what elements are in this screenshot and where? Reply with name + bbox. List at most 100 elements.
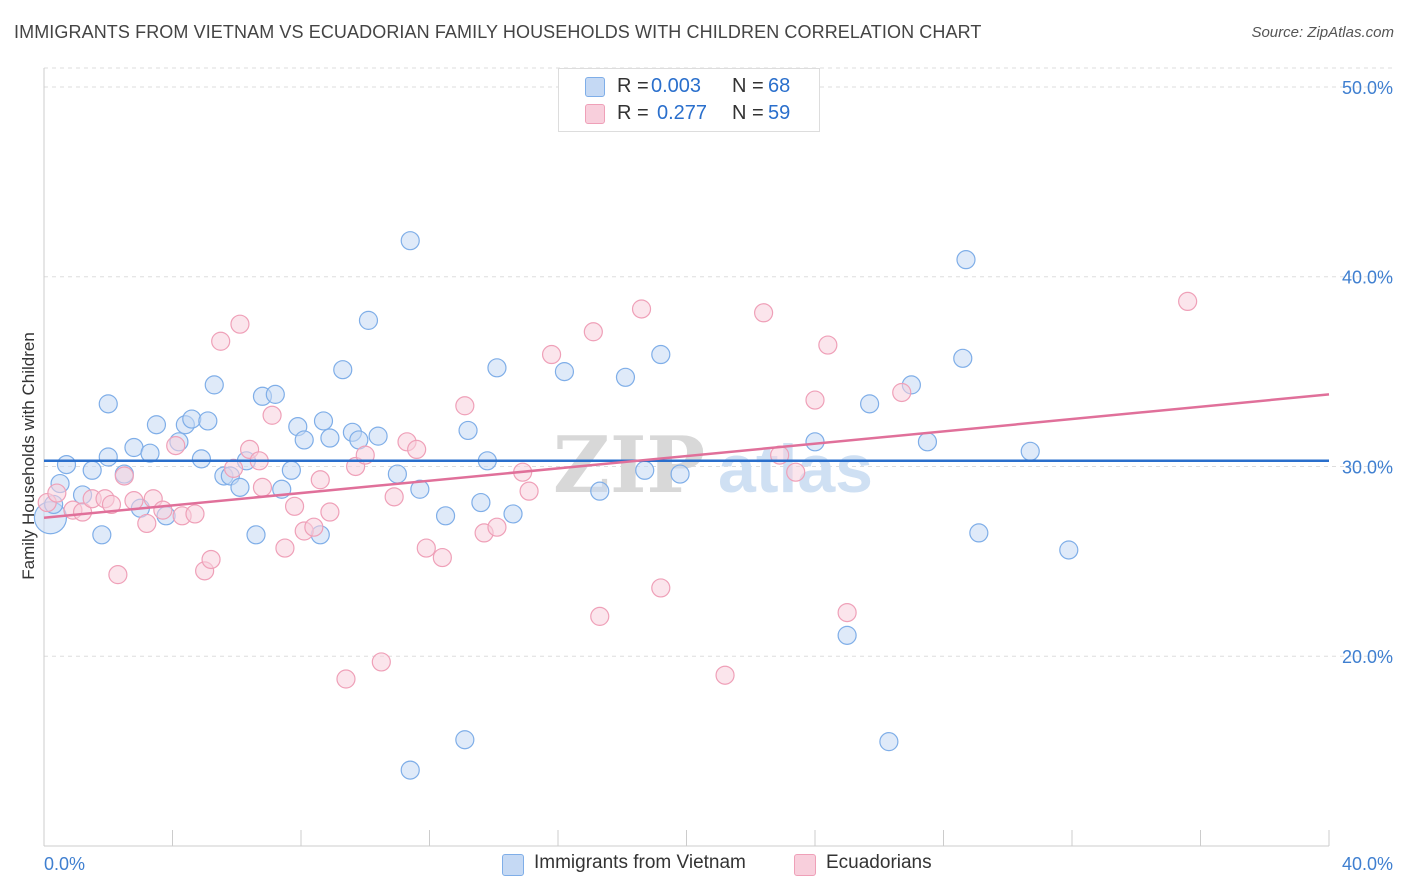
legend-n-label: N = (732, 102, 764, 124)
vietnam-point (387, 464, 407, 484)
trendline-ecuadorians (43, 393, 1330, 519)
vietnam-point (82, 460, 102, 480)
x-tick-label: 40.0% (1342, 854, 1393, 874)
vietnam-point (435, 506, 456, 526)
source-credit: Source: ZipAtlas.com (1251, 24, 1394, 41)
vietnam-point (98, 447, 118, 467)
ecuadorian-point (753, 303, 774, 323)
ecuadorian-point (651, 578, 671, 598)
ecuadorian-point (336, 669, 356, 689)
vietnam-point (953, 348, 973, 368)
y-tick-labels: 20.0% 30.0% 40.0% 50.0% (1342, 78, 1393, 667)
ecuadorian-point (101, 494, 122, 515)
series-vietnam (33, 231, 1079, 780)
vietnam-point (956, 250, 976, 270)
vietnam-point (182, 409, 202, 429)
ecuadorian-point (185, 504, 205, 524)
ecuadorian-point (371, 652, 391, 672)
vietnam-point (198, 411, 218, 431)
ecuadorian-point (892, 382, 912, 403)
bottom-legend-swatch-ecuadorians (794, 854, 816, 876)
ecuadorian-point (837, 602, 857, 623)
ecuadorian-point (275, 538, 295, 558)
vietnam-point (1020, 441, 1040, 461)
vietnam-point (400, 760, 420, 780)
ecuadorian-point (805, 390, 825, 410)
bottom-legend-label-vietnam: Immigrants from Vietnam (534, 852, 746, 873)
vietnam-point (670, 464, 690, 484)
vietnam-point (320, 428, 340, 448)
ecuadorian-point (407, 439, 427, 460)
ecuadorian-point (304, 517, 324, 537)
vietnam-point (358, 310, 379, 330)
ecuadorian-point (432, 547, 452, 568)
vietnam-point (191, 449, 212, 469)
legend-r-value: 0.277 (657, 102, 708, 124)
vietnam-point (124, 437, 144, 458)
vietnam-point (969, 523, 989, 543)
ecuadorian-point (818, 335, 838, 355)
ecuadorian-point (211, 331, 231, 351)
vietnam-point (98, 394, 118, 414)
vietnam-point (487, 358, 507, 378)
y-tick-label: 30.0% (1342, 457, 1393, 477)
vietnam-point (92, 525, 112, 545)
vietnam-point (294, 430, 314, 450)
ecuadorian-point (590, 606, 610, 626)
trendlines (43, 393, 1330, 519)
x-tick-label: 0.0% (44, 854, 85, 874)
vietnam-point (400, 231, 420, 251)
ecuadorian-point (519, 481, 539, 501)
vietnam-point (56, 454, 77, 475)
vietnam-point (230, 477, 250, 497)
vietnam-point (917, 432, 938, 452)
y-tick-label: 50.0% (1342, 78, 1393, 98)
vietnam-point (860, 394, 880, 414)
vietnam-point (1059, 540, 1079, 560)
vietnam-point (204, 375, 224, 395)
y-axis-label: Family Households with Children (19, 332, 38, 580)
vietnam-point (635, 460, 655, 480)
ecuadorian-point (310, 470, 330, 490)
ecuadorian-point (487, 517, 507, 537)
legend-r-label: R = (617, 102, 649, 124)
x-tick-labels: 0.0% 40.0% (44, 854, 1393, 874)
ecuadorian-point (1178, 291, 1198, 311)
vietnam-point (281, 460, 301, 480)
stats-legend: R = 0.003 N = 68 R = 0.277 N = 59 (558, 68, 820, 132)
ecuadorian-point (384, 487, 404, 507)
ecuadorian-point (583, 322, 603, 342)
vietnam-point (455, 730, 475, 750)
vietnam-point (879, 732, 899, 752)
vietnam-point (246, 525, 266, 545)
vietnam-point (590, 481, 610, 501)
bottom-legend-swatch-vietnam (502, 854, 524, 876)
ecuadorian-point (455, 396, 475, 416)
vietnam-point (651, 344, 671, 365)
vietnam-point (265, 384, 285, 404)
vietnam-point (805, 432, 825, 452)
legend-r-value: 0.003 (651, 75, 702, 97)
vietnam-point (837, 625, 857, 645)
ecuadorian-point (786, 462, 806, 482)
ecuadorian-point (631, 299, 652, 319)
legend-swatch-vietnam (585, 77, 605, 97)
ecuadorian-point (114, 466, 134, 486)
ecuadorian-point (715, 665, 735, 685)
ecuadorian-point (262, 405, 282, 425)
legend-n-value: 59 (768, 102, 791, 124)
legend-swatch-ecuadorians (585, 104, 605, 124)
legend-n-label: N = (732, 75, 764, 97)
ecuadorian-point (124, 491, 144, 511)
ecuadorian-point (541, 344, 562, 365)
ecuadorian-point (108, 565, 128, 585)
ecuadorian-point (320, 502, 340, 522)
vietnam-point (503, 504, 523, 524)
vietnam-point (146, 415, 167, 435)
bottom-legend-label-ecuadorians: Ecuadorians (826, 852, 932, 873)
vietnam-point (410, 479, 430, 499)
vietnam-point (333, 360, 353, 380)
vietnam-point (140, 443, 160, 463)
gridlines (44, 67, 1393, 657)
